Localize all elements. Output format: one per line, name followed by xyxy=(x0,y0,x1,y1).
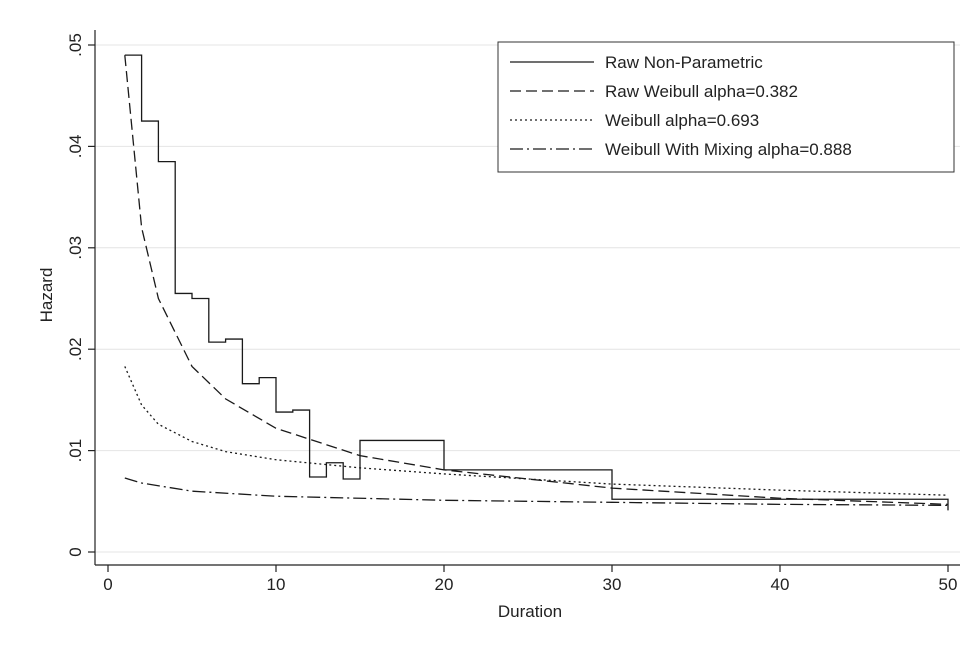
legend: Raw Non-Parametric Raw Weibull alpha=0.38… xyxy=(497,41,955,173)
series-layer xyxy=(124,54,949,511)
x-tick-label: 50 xyxy=(939,575,958,594)
legend-box xyxy=(497,41,955,173)
axes-layer: 0 .01 .02 .03 .04 .05 0 10 20 30 40 50 xyxy=(66,30,960,594)
series-line-2 xyxy=(124,55,949,505)
y-tick-label: .01 xyxy=(66,439,85,463)
y-tick-label: .02 xyxy=(66,337,85,361)
x-tick-label: 40 xyxy=(771,575,790,594)
legend-label-3: Weibull alpha=0.693 xyxy=(605,111,759,130)
y-tick-label: .05 xyxy=(66,33,85,57)
x-axis-title: Duration xyxy=(498,602,562,621)
legend-label-2: Raw Weibull alpha=0.382 xyxy=(605,82,798,101)
x-tick-label: 0 xyxy=(103,575,112,594)
series-line-4 xyxy=(124,477,949,507)
y-tick-label: .04 xyxy=(66,135,85,159)
x-tick-label: 30 xyxy=(603,575,622,594)
legend-label-1: Raw Non-Parametric xyxy=(605,53,763,72)
legend-label-4: Weibull With Mixing alpha=0.888 xyxy=(605,140,852,159)
x-tick-label: 10 xyxy=(267,575,286,594)
series-line-1 xyxy=(124,54,949,511)
series-line-3 xyxy=(124,366,949,496)
y-tick-label: .03 xyxy=(66,236,85,260)
y-tick-label: 0 xyxy=(66,547,85,556)
x-tick-label: 20 xyxy=(435,575,454,594)
y-axis-title: Hazard xyxy=(37,268,56,323)
